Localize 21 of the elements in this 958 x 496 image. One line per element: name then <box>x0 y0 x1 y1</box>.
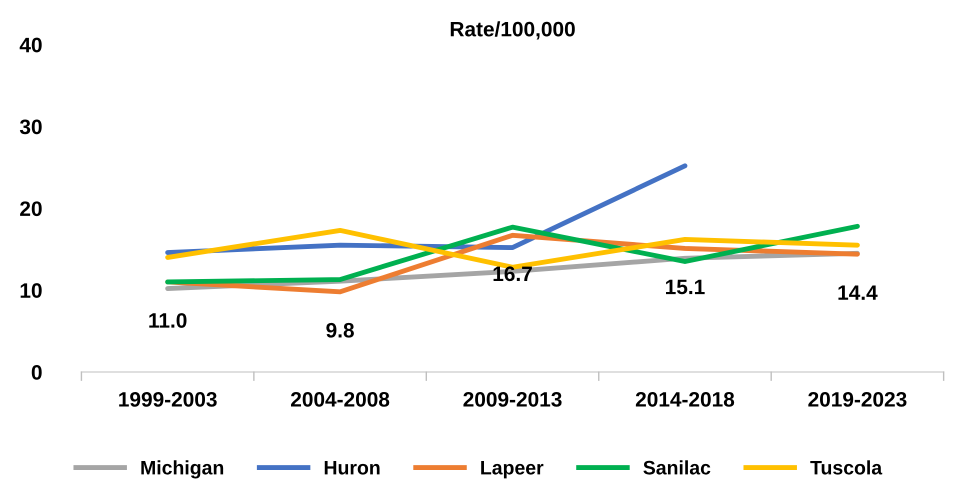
x-tick-label: 2009-2013 <box>463 392 562 407</box>
x-tick-label: 1999-2003 <box>119 392 217 407</box>
x-tick-label: 2019-2023 <box>808 392 906 407</box>
x-tick-label: 2014-2018 <box>636 392 734 407</box>
y-tick-label: 40 <box>20 38 42 52</box>
y-tick-label: 20 <box>20 201 42 216</box>
data-label: 11.0 <box>149 313 186 328</box>
chart-title: Rate/100,000 <box>450 21 575 40</box>
legend-label: Sanilac <box>643 460 710 475</box>
x-tick-label: 2004-2008 <box>291 392 390 407</box>
legend-label: Huron <box>324 461 380 475</box>
y-tick-label: 0 <box>32 365 42 380</box>
legend-label: Lapeer <box>481 461 544 478</box>
y-tick-label: 30 <box>20 119 42 134</box>
data-label: 9.8 <box>326 322 354 338</box>
data-label: 15.1 <box>666 280 705 294</box>
data-label: 16.7 <box>494 266 532 282</box>
y-tick-label: 10 <box>20 283 42 298</box>
legend-label: Michigan <box>141 460 224 478</box>
legend-label: Tuscola <box>810 460 882 475</box>
data-label: 14.4 <box>838 285 878 300</box>
